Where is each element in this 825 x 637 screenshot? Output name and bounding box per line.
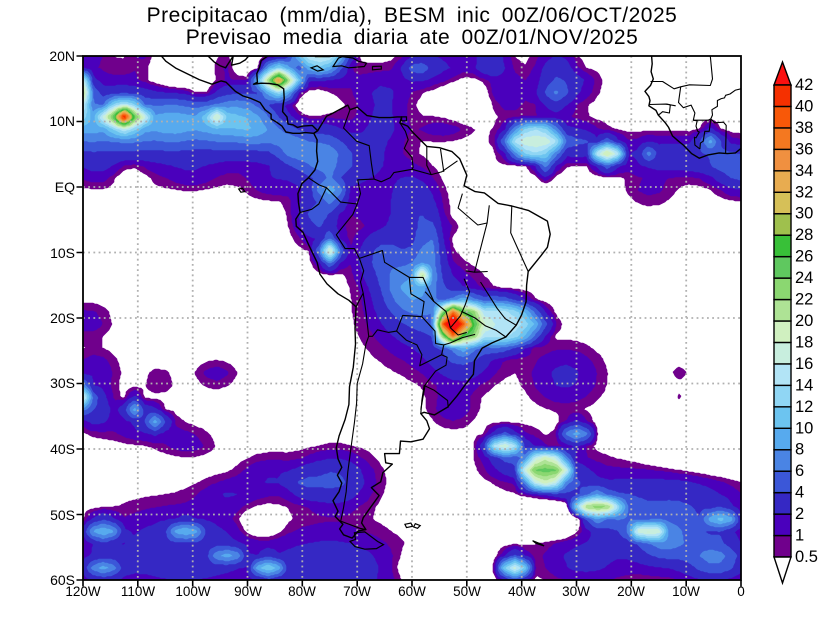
svg-text:50S: 50S bbox=[50, 507, 75, 523]
svg-text:0: 0 bbox=[737, 584, 745, 599]
svg-text:120W: 120W bbox=[65, 584, 101, 599]
svg-text:70W: 70W bbox=[343, 584, 371, 599]
svg-text:24: 24 bbox=[795, 269, 813, 287]
svg-text:1: 1 bbox=[795, 527, 804, 545]
svg-text:4: 4 bbox=[795, 484, 804, 502]
svg-text:42: 42 bbox=[795, 76, 813, 94]
svg-text:80W: 80W bbox=[288, 584, 316, 599]
svg-text:16: 16 bbox=[795, 355, 813, 373]
svg-text:100W: 100W bbox=[175, 584, 211, 599]
svg-text:EQ: EQ bbox=[55, 179, 75, 195]
svg-text:10S: 10S bbox=[50, 245, 75, 261]
svg-text:Previsao media diaria ate 00Z/: Previsao media diaria ate 00Z/01/NOV/202… bbox=[186, 26, 639, 49]
svg-text:26: 26 bbox=[795, 248, 813, 266]
svg-text:20N: 20N bbox=[49, 48, 75, 64]
svg-text:40W: 40W bbox=[508, 584, 536, 599]
svg-text:40S: 40S bbox=[50, 441, 75, 457]
svg-text:32: 32 bbox=[795, 183, 813, 201]
svg-text:50W: 50W bbox=[453, 584, 481, 599]
svg-text:10: 10 bbox=[795, 419, 813, 437]
svg-text:20W: 20W bbox=[617, 584, 645, 599]
svg-text:34: 34 bbox=[795, 162, 813, 180]
svg-text:10N: 10N bbox=[49, 113, 75, 129]
svg-text:110W: 110W bbox=[121, 584, 156, 599]
svg-text:14: 14 bbox=[795, 376, 813, 394]
svg-text:8: 8 bbox=[795, 441, 804, 459]
svg-text:90W: 90W bbox=[234, 584, 262, 599]
svg-text:2: 2 bbox=[795, 505, 804, 523]
svg-text:Precipitacao (mm/dia), BESM in: Precipitacao (mm/dia), BESM inic 00Z/06/… bbox=[147, 4, 678, 27]
svg-text:30S: 30S bbox=[50, 375, 75, 391]
svg-text:38: 38 bbox=[795, 119, 813, 137]
svg-text:10W: 10W bbox=[672, 584, 700, 599]
svg-text:60S: 60S bbox=[50, 572, 75, 588]
svg-text:20: 20 bbox=[795, 312, 813, 330]
svg-text:22: 22 bbox=[795, 291, 813, 309]
svg-text:60W: 60W bbox=[398, 584, 426, 599]
svg-text:18: 18 bbox=[795, 334, 813, 352]
svg-text:20S: 20S bbox=[50, 310, 75, 326]
svg-text:40: 40 bbox=[795, 98, 813, 116]
svg-text:0.5: 0.5 bbox=[795, 548, 818, 566]
svg-text:30: 30 bbox=[795, 205, 813, 223]
svg-text:30W: 30W bbox=[562, 584, 590, 599]
svg-text:12: 12 bbox=[795, 398, 813, 416]
svg-text:36: 36 bbox=[795, 140, 813, 158]
svg-text:6: 6 bbox=[795, 462, 804, 480]
svg-text:28: 28 bbox=[795, 226, 813, 244]
